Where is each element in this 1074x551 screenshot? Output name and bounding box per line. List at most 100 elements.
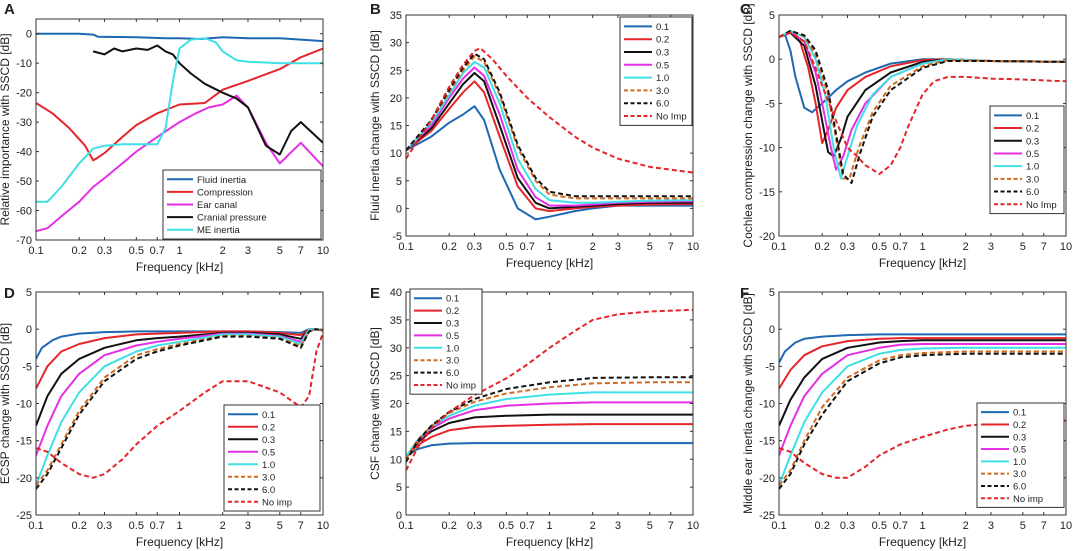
- panel-f-x-tick-label: 0.1: [771, 520, 786, 532]
- panel-f-y-tick-label: -20: [759, 473, 775, 485]
- panel-d-y-axis-label: ECSP change with SSCD [dB]: [0, 323, 12, 484]
- panel-a-y-tick-label: -10: [16, 58, 32, 70]
- panel-b-x-tick-label: 1: [546, 241, 552, 253]
- panel-a-series-line-4: [36, 37, 323, 203]
- panel-a-series-group: [36, 32, 323, 233]
- panel-f-x-tick-label: 0.3: [840, 520, 855, 532]
- panel-a-legend-label-2: Ear canal: [197, 200, 237, 211]
- panel-c-y-tick-label: -20: [759, 231, 775, 243]
- panel-a-legend-label-3: Cranial pressure: [197, 213, 267, 224]
- panel-e-x-tick-label: 0.5: [499, 520, 514, 532]
- panel-c-legend-label-0: 0.1: [1026, 111, 1039, 122]
- panel-e-y-tick-label: 10: [390, 454, 402, 466]
- panel-d-y-tick-label: -15: [16, 436, 32, 448]
- panel-e-legend-label-4: 1.0: [446, 343, 459, 354]
- panel-e-x-tick-label: 0.3: [467, 520, 482, 532]
- panel-e-legend-label-2: 0.3: [446, 319, 459, 330]
- panel-c-letter: C: [740, 1, 751, 18]
- panel-d-x-tick-label: 0.7: [150, 520, 165, 532]
- panel-d-x-tick-label: 0.1: [28, 520, 43, 532]
- panel-a-x-tick-label: 7: [298, 245, 304, 257]
- panel-b-series-line-5: [406, 55, 693, 200]
- panel-d-y-tick-label: 5: [26, 287, 32, 299]
- panel-b-y-tick-label: 15: [390, 121, 402, 133]
- panel-d-legend: 0.10.2 0.30.5 1.03.0 6.0No imp: [223, 404, 321, 512]
- panel-c-x-tick-label: 7: [1041, 241, 1047, 253]
- panel-e-x-tick-label: 1: [546, 520, 552, 532]
- panel-c-legend-label-4: 1.0: [1026, 162, 1039, 173]
- panel-a-letter: A: [4, 1, 15, 18]
- panel-d-legend-label-1: 0.2: [262, 422, 275, 433]
- panel-b-y-tick-label: 5: [396, 176, 402, 188]
- panel-b-legend-label-6: 6.0: [656, 99, 669, 110]
- panel-e-x-tick-label: 3: [615, 520, 621, 532]
- panel-d-legend-label-7: No imp: [262, 497, 292, 508]
- panel-a-x-tick-label: 2: [220, 245, 226, 257]
- panel-f-x-tick-label: 0.7: [893, 520, 908, 532]
- panel-e-x-tick-label: 0.2: [442, 520, 457, 532]
- panel-c-series-line-4: [779, 29, 1066, 180]
- panel-e-letter: E: [370, 285, 380, 302]
- panel-d-x-tick-label: 1: [176, 520, 182, 532]
- panel-f-y-tick-label: -15: [759, 436, 775, 448]
- panel-c-legend-box: [989, 105, 1065, 215]
- panel-a-x-tick-label: 3: [245, 245, 251, 257]
- panel-f-y-axis-label: Middle ear inertia change with SSCD [dB]: [741, 293, 755, 514]
- panel-f-series-line-2: [779, 339, 1066, 427]
- panel-f-y-tick-label: -10: [759, 399, 775, 411]
- panel-d-y-tick-label: -10: [16, 399, 32, 411]
- panel-b-series-line-6: [406, 52, 693, 198]
- panel-e-legend-label-5: 3.0: [446, 356, 459, 367]
- panel-d-x-tick-label: 10: [317, 520, 329, 532]
- panel-b-series-line-3: [406, 66, 693, 207]
- panel-b-series-line-7: [406, 47, 693, 174]
- panel-f-legend-label-0: 0.1: [1013, 408, 1026, 419]
- panel-d-legend-label-5: 3.0: [262, 472, 275, 483]
- panel-d-y-tick-label: -20: [16, 473, 32, 485]
- panel-d-series-line-6: [36, 328, 323, 490]
- panel-b-x-tick-label: 0.1: [398, 241, 413, 253]
- panel-f-legend-label-7: No imp: [1013, 494, 1043, 505]
- panel-f-legend-label-5: 3.0: [1013, 469, 1026, 480]
- panel-b-x-axis-label: Frequency [kHz]: [506, 256, 593, 270]
- panel-e-legend-label-0: 0.1: [446, 294, 459, 305]
- panel-a-y-axis-label: Relative importance with SSCD [dB]: [0, 33, 12, 225]
- panel-f-series-line-1: [779, 337, 1066, 390]
- panel-b-legend-label-2: 0.3: [656, 48, 669, 59]
- panel-e-series-line-6: [406, 376, 693, 463]
- panel-d-legend-box: [223, 404, 321, 512]
- panel-f-x-tick-label: 2: [963, 520, 969, 532]
- panel-d-y-tick-label: 0: [26, 324, 32, 336]
- panel-e-series-line-1: [406, 423, 693, 458]
- panel-b-legend-label-4: 1.0: [656, 73, 669, 84]
- panel-e-series-line-2: [406, 413, 693, 458]
- panel-b-y-tick-label: 25: [390, 65, 402, 77]
- panel-b-x-tick-label: 0.2: [442, 241, 457, 253]
- panel-c-legend-label-2: 0.3: [1026, 136, 1039, 147]
- panel-b-legend-label-5: 3.0: [656, 86, 669, 97]
- panel-c-series-group: [779, 29, 1066, 184]
- panel-e-x-axis-label: Frequency [kHz]: [506, 535, 593, 549]
- panel-a-x-tick-label: 1: [176, 245, 182, 257]
- panel-d-legend-label-0: 0.1: [262, 410, 275, 421]
- panel-c-legend-label-7: No Imp: [1026, 200, 1057, 211]
- panel-f-legend-label-2: 0.3: [1013, 432, 1026, 443]
- panel-d-series-line-4: [36, 328, 323, 486]
- panel-b-x-tick-label: 0.3: [467, 241, 482, 253]
- panel-a-legend-label-0: Fluid inertia: [197, 175, 247, 186]
- panel-c-series-line-5: [779, 29, 1066, 180]
- panel-a-series-line-1: [36, 47, 323, 162]
- panel-e-y-axis-label: CSF change with SSCD [dB]: [368, 327, 382, 480]
- panel-c-x-tick-label: 0.5: [872, 241, 887, 253]
- panel-d-legend-label-4: 1.0: [262, 460, 275, 471]
- panel-c-y-tick-label: 5: [769, 10, 775, 22]
- panel-e-legend: 0.10.2 0.30.51.0 3.06.0 No imp: [409, 288, 483, 395]
- panel-b-series-line-1: [406, 80, 693, 213]
- panel-a-x-tick-label: 0.5: [129, 245, 144, 257]
- panel-e-x-tick-label: 0.1: [398, 520, 413, 532]
- panel-a-legend-label-4: ME inertia: [197, 225, 240, 236]
- panel-c-y-tick-label: 0: [769, 54, 775, 66]
- panel-b-y-tick-label: 0: [396, 203, 402, 215]
- panel-d-series-line-5: [36, 328, 323, 486]
- panel-d-y-tick-label: -5: [22, 361, 32, 373]
